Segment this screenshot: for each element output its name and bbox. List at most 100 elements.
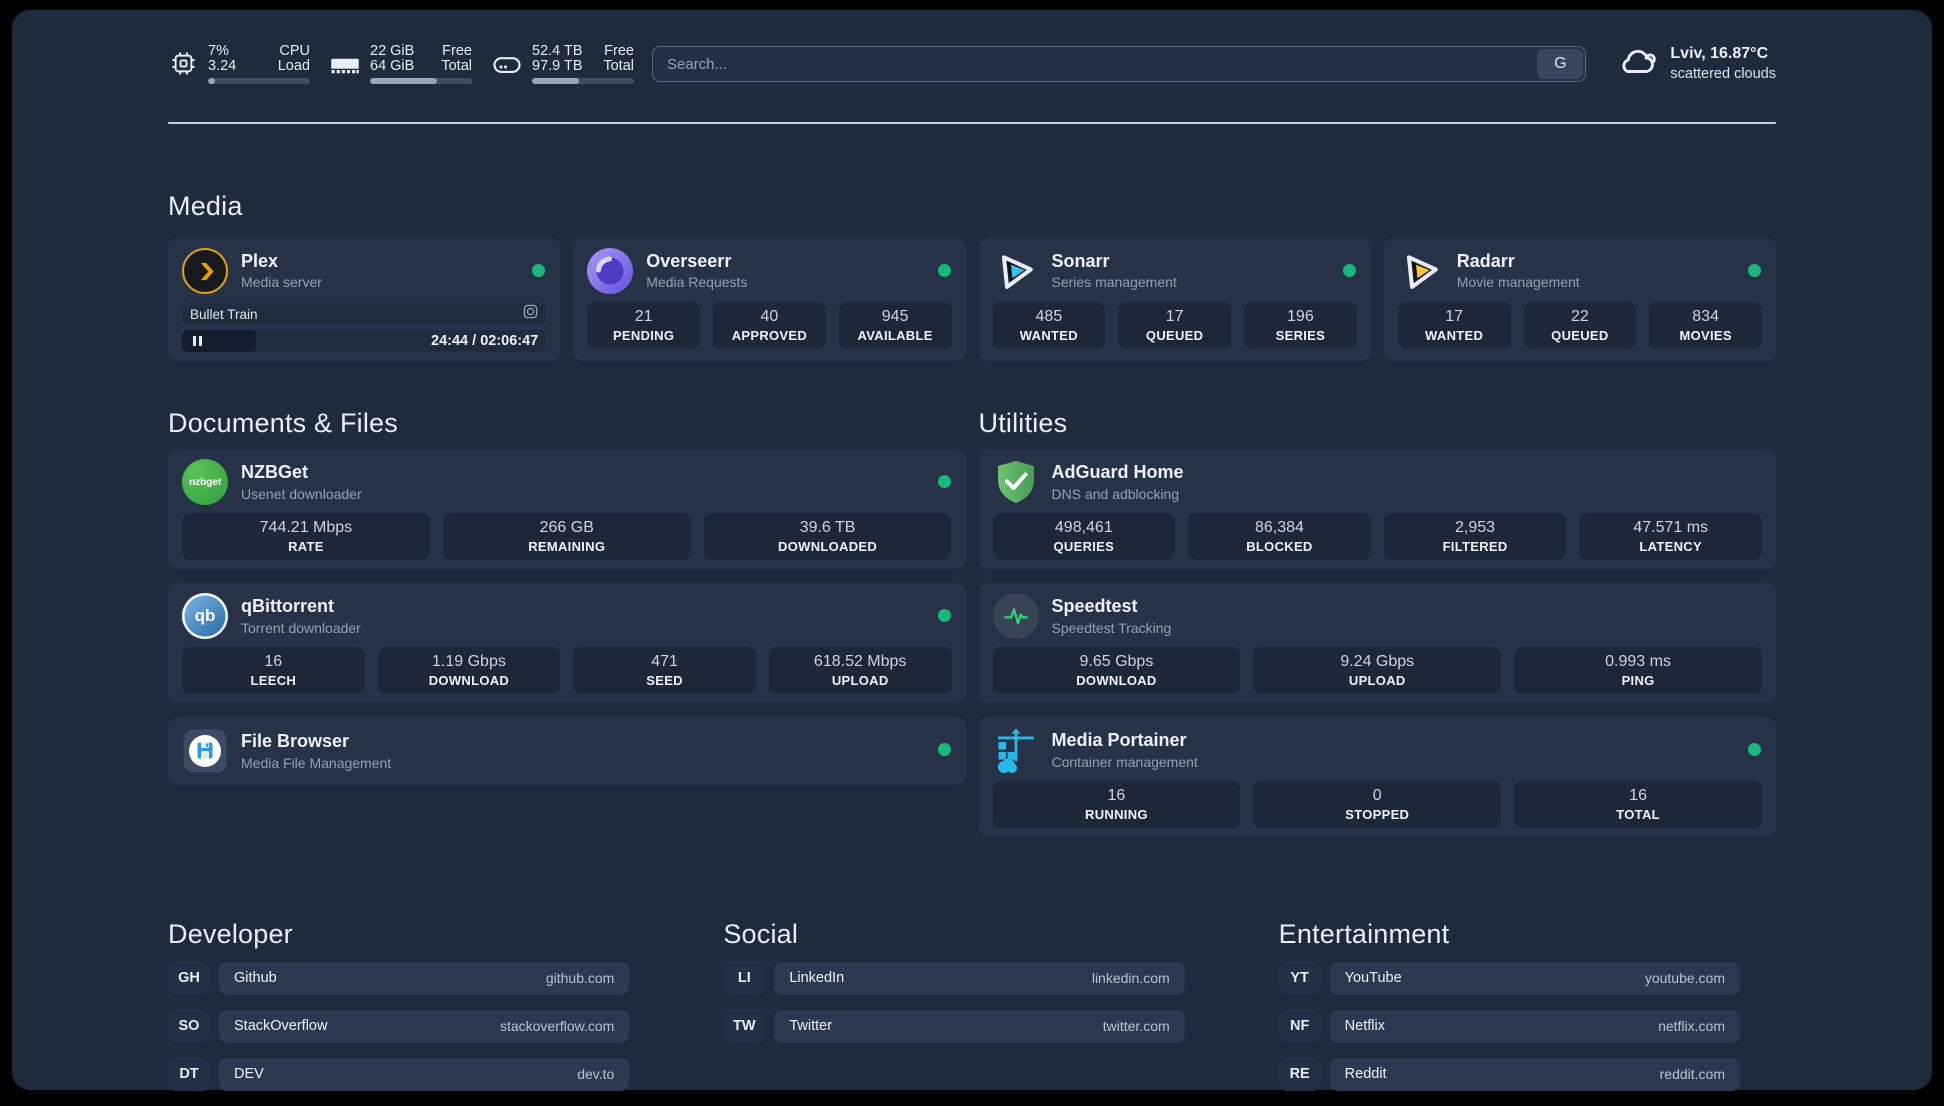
stat-box: 16 RUNNING [992, 781, 1241, 829]
disk-progress-fill [532, 78, 579, 84]
link-bar[interactable]: LinkedIn linkedin.com [774, 961, 1185, 995]
stat-label: SERIES [1275, 328, 1326, 343]
stat-box: 266 GB REMAINING [442, 513, 691, 561]
stat-label: WANTED [1019, 328, 1078, 343]
load-label: Load [277, 58, 310, 74]
qbittorrent-card[interactable]: qb qBittorrent Torrent downloader 16 LEE… [168, 583, 966, 704]
radarr-card[interactable]: Radarr Movie management 17 WANTED 22 QUE… [1383, 238, 1776, 361]
link-name: Netflix [1344, 1018, 1385, 1035]
portainer-icon [993, 727, 1039, 774]
filebrowser-card[interactable]: File Browser Media File Management [168, 717, 966, 786]
link-bar[interactable]: YouTube youtube.com [1329, 961, 1740, 995]
stat-value: 744.21 Mbps [259, 519, 353, 537]
radarr-icon [1398, 248, 1444, 294]
pause-button[interactable] [182, 330, 256, 352]
speedtest-card[interactable]: Speedtest Speedtest Tracking 9.65 Gbps D… [978, 583, 1776, 704]
stat-value: 17 [1165, 308, 1184, 325]
link-tag[interactable]: RE [1278, 1057, 1321, 1091]
link-bar[interactable]: Reddit reddit.com [1329, 1057, 1740, 1091]
disk-progress-bar [532, 78, 634, 84]
plex-card[interactable]: Plex Media server Bullet Train 24:44 / 0… [168, 238, 561, 361]
weather-location-temp: Lviv, 16.87°C [1670, 45, 1769, 63]
top-bar: 7% 3.24 CPU Load [168, 40, 1776, 88]
stat-value: 47.571 ms [1633, 519, 1709, 537]
stat-label: DOWNLOADED [778, 539, 878, 555]
adguard-card[interactable]: AdGuard Home DNS and adblocking 498,461 … [978, 449, 1776, 570]
documents-column: Documents & Files nzbget NZBGet Usenet d… [168, 385, 966, 786]
link-bar[interactable]: Netflix netflix.com [1329, 1009, 1740, 1043]
stat-box: 9.24 Gbps UPLOAD [1253, 647, 1502, 695]
nzbget-icon: nzbget [182, 459, 228, 506]
stat-label: UPLOAD [1348, 673, 1406, 689]
stat-box: 47.571 ms LATENCY [1579, 513, 1762, 561]
cpu-load-value: 3.24 [208, 58, 237, 74]
stat-box: 21 PENDING [587, 302, 700, 349]
link-tag[interactable]: SO [168, 1009, 210, 1043]
app-name: Speedtest [1051, 596, 1138, 617]
status-dot [1342, 264, 1356, 277]
stat-value: 86,384 [1254, 519, 1304, 537]
overseerr-icon [587, 248, 634, 294]
entertainment-links: Entertainment YT YouTube youtube.com NF … [1278, 895, 1740, 1105]
cpu-progress-bar [208, 78, 310, 84]
stat-box: 196 SERIES [1244, 302, 1357, 349]
stat-box: 744.21 Mbps RATE [182, 513, 430, 561]
ram-icon [330, 44, 360, 80]
portainer-card[interactable]: Media Portainer Container management 16 … [978, 717, 1776, 838]
utilities-column: Utilities AdGuard Home DNS and [978, 385, 1776, 838]
link-bar[interactable]: DEV dev.to [219, 1057, 630, 1091]
stat-value: 9.24 Gbps [1340, 653, 1415, 671]
link-url: stackoverflow.com [499, 1018, 615, 1035]
link-row-reddit: RE Reddit reddit.com [1278, 1057, 1740, 1091]
stat-box: 16 LEECH [182, 647, 365, 695]
stat-box: 17 QUEUED [1118, 302, 1231, 349]
link-bar[interactable]: Twitter twitter.com [774, 1009, 1185, 1043]
disk-stat-widget: 52.4 TB 97.9 TB Free Total [492, 44, 634, 84]
stat-value: 834 [1692, 308, 1719, 325]
app-name: Sonarr [1051, 250, 1110, 271]
stat-box: 86,384 BLOCKED [1188, 513, 1371, 561]
stat-box: 22 QUEUED [1523, 302, 1637, 349]
link-tag[interactable]: NF [1278, 1009, 1321, 1043]
search-provider-button[interactable]: G [1537, 49, 1584, 79]
stat-label: PENDING [612, 328, 675, 343]
stat-label: PING [1621, 673, 1655, 689]
stat-value: 485 [1035, 308, 1063, 325]
link-url: netflix.com [1658, 1018, 1725, 1035]
stat-box: 945 AVAILABLE [838, 302, 952, 349]
dashboard: 7% 3.24 CPU Load [12, 10, 1932, 1091]
cloud-icon [1616, 44, 1658, 83]
search-input[interactable] [652, 46, 1587, 82]
link-row-stackoverflow: SO StackOverflow stackoverflow.com [168, 1009, 630, 1043]
link-bar[interactable]: Github github.com [219, 961, 630, 995]
status-dot [1748, 743, 1761, 757]
stat-label: QUEUED [1145, 328, 1204, 343]
app-subtitle: Torrent downloader [241, 619, 361, 636]
stat-value: 22 [1570, 308, 1589, 325]
developer-links: Developer GH Github github.com SO StackO… [168, 895, 630, 1105]
status-dot [937, 609, 951, 623]
stat-value: 39.6 TB [799, 519, 856, 537]
link-tag[interactable]: DT [168, 1057, 210, 1091]
disk-free-label: Free [604, 43, 634, 59]
link-tag[interactable]: YT [1278, 961, 1321, 995]
nzbget-card[interactable]: nzbget NZBGet Usenet downloader 744.21 M… [168, 449, 966, 570]
link-url: linkedin.com [1091, 970, 1170, 987]
stat-value: 17 [1445, 308, 1464, 325]
overseerr-card[interactable]: Overseerr Media Requests 21 PENDING 40 A… [573, 238, 966, 361]
sonarr-card[interactable]: Sonarr Series management 485 WANTED 17 Q… [978, 238, 1371, 361]
link-bar[interactable]: StackOverflow stackoverflow.com [219, 1009, 630, 1043]
stat-value: 0 [1372, 787, 1382, 805]
link-tag[interactable]: LI [723, 961, 766, 995]
app-name: Radarr [1456, 250, 1515, 271]
link-tag[interactable]: GH [168, 961, 210, 995]
app-name: Plex [241, 250, 279, 271]
link-row-netflix: NF Netflix netflix.com [1278, 1009, 1740, 1043]
link-name: LinkedIn [789, 970, 845, 987]
speedtest-icon [992, 593, 1039, 640]
stat-value: 196 [1287, 308, 1314, 325]
stat-box: 16 TOTAL [1514, 781, 1762, 829]
stat-box: 618.52 Mbps UPLOAD [768, 647, 952, 695]
link-tag[interactable]: TW [723, 1009, 766, 1043]
memory-free-value: 22 GiB [370, 43, 415, 59]
